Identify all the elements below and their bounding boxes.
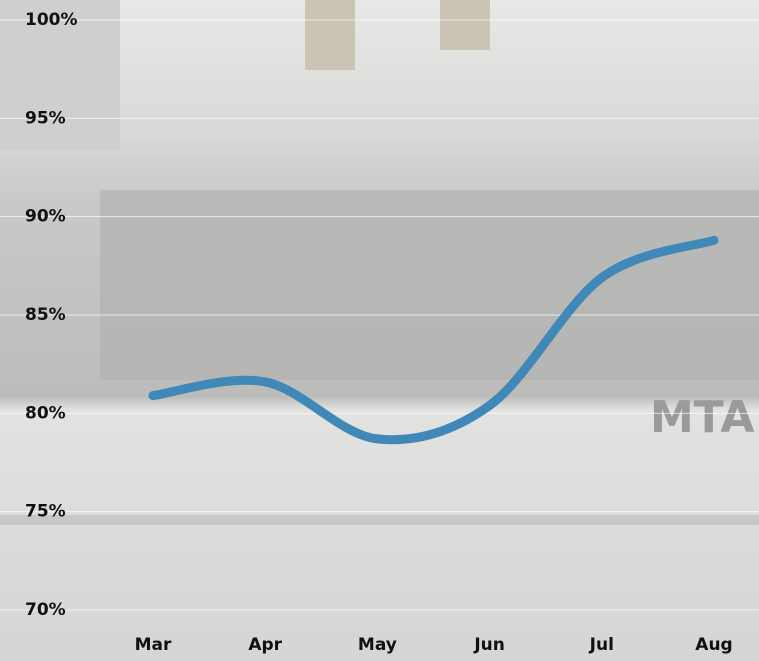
y-tick-label: 85% (25, 305, 66, 325)
y-tick-label: 90% (25, 207, 66, 227)
bus-trim (0, 515, 759, 525)
traffic-light (440, 0, 490, 50)
y-tick-label: 100% (25, 10, 78, 30)
x-tick-label: Mar (135, 635, 172, 655)
traffic-light (305, 0, 355, 70)
x-tick-label: Aug (695, 635, 732, 655)
x-tick-label: Jul (589, 635, 614, 655)
chart: MTA 70% 75% 80% 85% 90% 95% 100% Mar Apr May Jun Ju… (0, 0, 759, 661)
x-tick-label: Apr (248, 635, 282, 655)
bus-windows (100, 190, 759, 380)
y-tick-label: 95% (25, 108, 66, 128)
x-tick-label: Jun (473, 635, 505, 655)
x-tick-label: May (358, 635, 397, 655)
logo: MTA (650, 392, 754, 443)
y-tick-label: 70% (25, 600, 66, 620)
y-tick-label: 75% (25, 502, 66, 522)
y-tick-label: 80% (25, 403, 66, 423)
